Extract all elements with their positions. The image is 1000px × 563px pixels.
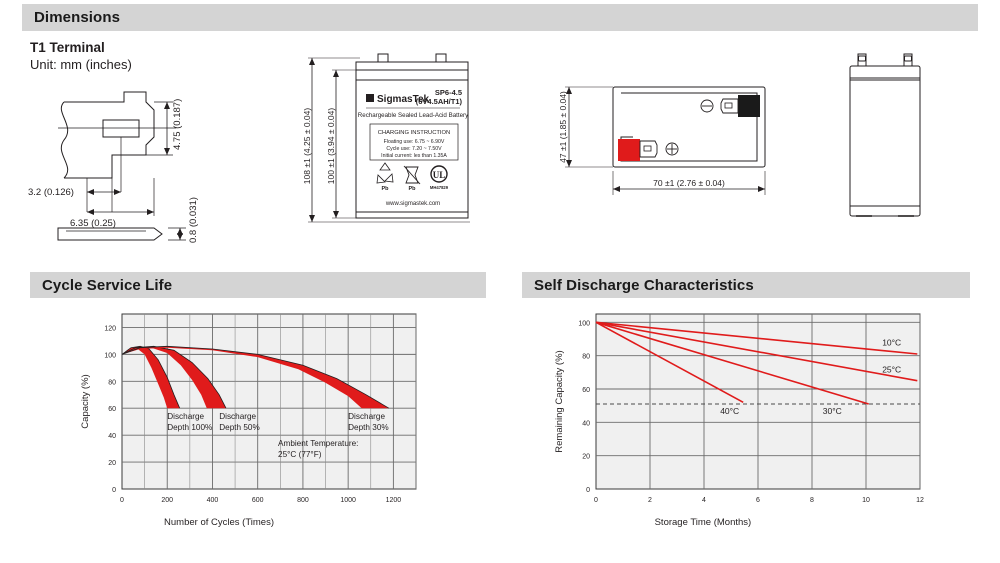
xtick-label: 4: [702, 497, 706, 504]
cycle-service-life-chart: Discharge Depth 100% Discharge Depth 50% Dis…: [26, 300, 486, 550]
xtick-label: 10: [862, 497, 870, 504]
ytick-label: 20: [582, 454, 590, 461]
dim-case-height: 100 ±1 (3.94 ± 0.04): [326, 108, 336, 185]
capacity-band: [122, 346, 389, 409]
section-header-self-discharge: Self Discharge Characteristics: [522, 272, 970, 298]
positive-terminal: [618, 139, 679, 161]
label-model: SP6-4.5: [435, 88, 462, 97]
chart-annotation-0: Depth 100%: [167, 423, 212, 432]
discharge-line-25°C: [595, 321, 918, 382]
series-label-30°C: 30°C: [823, 406, 842, 416]
xtick-label: 400: [207, 497, 219, 504]
ytick-label: 0: [112, 487, 116, 494]
ytick-label: 100: [578, 320, 590, 327]
y-axis-label: Remaining Capacity (%): [554, 350, 565, 452]
brand-mark-icon: [366, 94, 374, 102]
discharge-line-10°C: [595, 321, 918, 355]
chart-annotation-1: Discharge: [219, 412, 256, 421]
label-charging-line-1: Cycle use: 7.20 ~ 7.50V: [386, 146, 442, 152]
dim-width-3-2: 3.2 (0.126): [28, 187, 74, 198]
xtick-label: 800: [297, 497, 309, 504]
xtick-label: 2: [648, 497, 652, 504]
xtick-label: 8: [810, 497, 814, 504]
label-charging-line-0: Floating use: 6.75 ~ 6.90V: [384, 139, 445, 145]
chart-annotation-2: Discharge: [348, 412, 385, 421]
dim-overall-height: 108 ±1 (4.25 ± 0.04): [302, 108, 312, 185]
recycle-icon-label: Pb: [381, 186, 389, 192]
xtick-label: 0: [594, 497, 598, 504]
label-charging-title: CHARGING INSTRUCTION: [378, 130, 450, 136]
section-title-cycle-service-life: Cycle Service Life: [42, 276, 173, 294]
ytick-label: 40: [582, 420, 590, 427]
ytick-label: 120: [104, 325, 116, 332]
terminal-heading: T1 Terminal: [30, 40, 105, 55]
dim-depth-47: 47 ±1 (1.85 ± 0.04): [558, 91, 568, 163]
ytick-label: 20: [108, 460, 116, 467]
ytick-label: 100: [104, 352, 116, 359]
chart-annotation-2: Depth 30%: [348, 423, 389, 432]
dim-width-70: 70 ±1 (2.76 ± 0.04): [653, 178, 725, 188]
ul-file-number: MH47829: [430, 185, 449, 190]
ytick-label: 80: [582, 354, 590, 361]
discharge-line-30°C: [595, 321, 869, 405]
battery-front-view: 108 ±1 (4.25 ± 0.04) 100 ±1 (3.94 ± 0.04…: [300, 50, 500, 240]
xtick-label: 200: [161, 497, 173, 504]
xtick-label: 12: [916, 497, 924, 504]
chart-annotation-3: Ambient Temperature:: [278, 439, 358, 448]
dim-thickness-0-8: 0.8 (0.031): [188, 197, 199, 243]
recycle-icon: [376, 162, 394, 184]
capacity-curve-upper: [121, 345, 227, 409]
series-label-10°C: 10°C: [882, 338, 901, 348]
t1-terminal-drawing: 4.75 (0.187) 3.2 (0.126) 6.35 (0.25) 0.8…: [28, 80, 228, 250]
chart-annotation-0: Discharge: [167, 412, 204, 421]
section-title-dimensions: Dimensions: [34, 9, 121, 26]
x-axis-label: Number of Cycles (Times): [164, 517, 274, 528]
dim-height-4-75: 4.75 (0.187): [172, 99, 183, 150]
capacity-curve-upper: [121, 345, 181, 409]
label-spec: (6V4.5AH/T1): [416, 97, 463, 106]
ytick-label: 60: [108, 406, 116, 413]
svg-text:UL: UL: [433, 170, 446, 180]
battery-top-view: 47 ±1 (1.85 ± 0.04) 70 ±1 (2.76 ± 0.04): [555, 55, 785, 220]
y-axis-label: Capacity (%): [80, 374, 91, 428]
wheelie-bin-icon: [403, 165, 421, 185]
xtick-label: 1200: [386, 497, 402, 504]
wheelie-bin-label: Pb: [408, 186, 416, 192]
dim-width-6-35: 6.35 (0.25): [70, 218, 116, 229]
series-label-40°C: 40°C: [720, 406, 739, 416]
ytick-label: 40: [108, 433, 116, 440]
ytick-label: 60: [582, 387, 590, 394]
self-discharge-chart: 10°C 25°C 30°C 40°C 0 2 4 6 8 10 12 0 20 40 60 80 100 Sto…: [520, 300, 980, 550]
label-brand: SigmasTek: [377, 94, 429, 105]
xtick-label: 1000: [340, 497, 356, 504]
chart-annotation-1: Depth 50%: [219, 423, 260, 432]
ytick-label: 0: [586, 487, 590, 494]
section-title-self-discharge: Self Discharge Characteristics: [534, 276, 754, 294]
negative-terminal: [700, 95, 760, 117]
chart-annotation-3: 25°C (77°F): [278, 450, 322, 459]
unit-note: Unit: mm (inches): [30, 57, 132, 72]
section-header-dimensions: Dimensions: [22, 4, 978, 31]
capacity-band: [122, 346, 226, 409]
battery-side-view: [828, 48, 958, 238]
xtick-label: 600: [252, 497, 264, 504]
capacity-curve-upper: [121, 345, 390, 409]
label-type-line: Rechargeable Sealed Lead-Acid Battery: [358, 112, 469, 119]
xtick-label: 6: [756, 497, 760, 504]
capacity-band: [122, 346, 180, 409]
label-website: www.sigmastek.com: [385, 201, 440, 207]
section-header-cycle-service-life: Cycle Service Life: [30, 272, 486, 298]
xtick-label: 0: [120, 497, 124, 504]
ul-mark-icon: UL: [430, 165, 448, 183]
label-charging-line-2: Initial current: les than 1.35A: [381, 153, 447, 159]
ytick-label: 80: [108, 379, 116, 386]
discharge-line-40°C: [595, 321, 744, 404]
x-axis-label: Storage Time (Months): [655, 517, 752, 528]
series-label-25°C: 25°C: [882, 364, 901, 374]
